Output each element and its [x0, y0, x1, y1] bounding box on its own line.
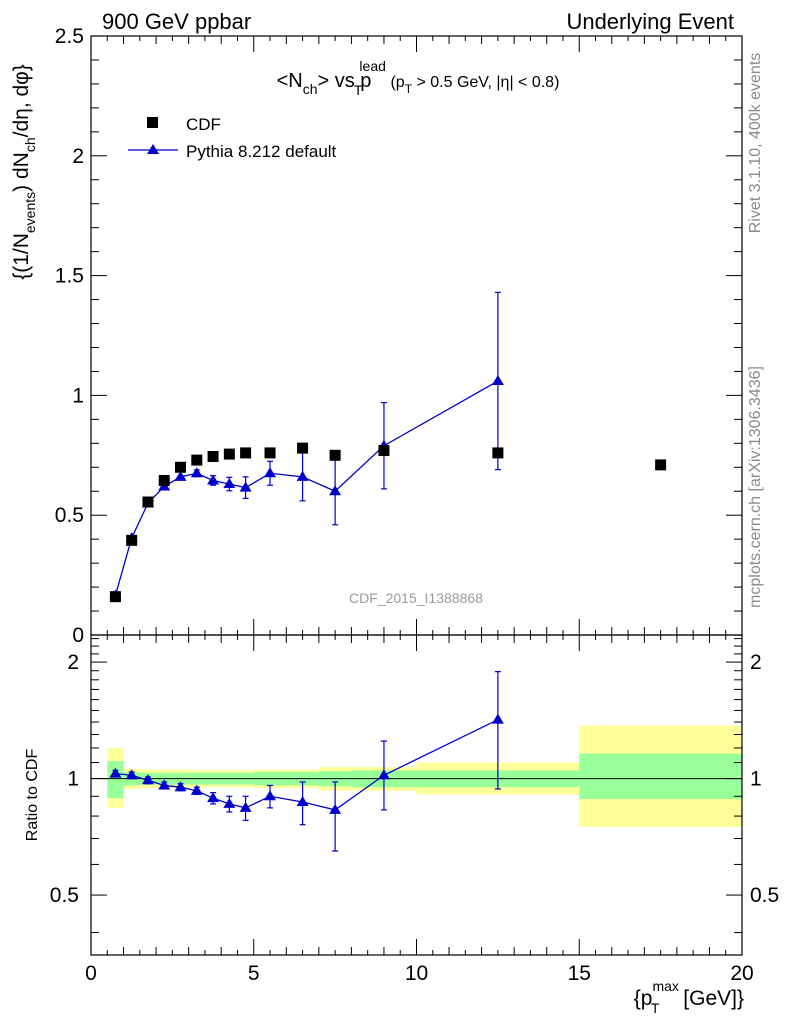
- ratio-pythia-point: [264, 790, 277, 801]
- pythia-point: [223, 478, 236, 489]
- cdf-point: [223, 448, 235, 460]
- legend: CDF Pythia 8.212 default: [128, 115, 337, 161]
- ratio-y-tick-label-right: 1: [750, 768, 762, 791]
- main-y-tick-label: 2: [72, 145, 84, 168]
- ratio-y-tick-label-left: 0.5: [50, 884, 79, 907]
- header-left: 900 GeV ppbar: [102, 9, 251, 34]
- analysis-watermark: CDF_2015_I1388868: [349, 590, 483, 606]
- x-tick-label: 15: [568, 962, 591, 985]
- ratio-panel: 0 5 10 15 20 0.5 0.5 1 1 2 2: [50, 634, 779, 985]
- x-tick-label: 5: [248, 962, 260, 985]
- ratio-pythia-point: [329, 803, 342, 814]
- main-y-tick-label: 0.5: [55, 504, 84, 527]
- cdf-point: [207, 450, 219, 462]
- pythia-point: [207, 474, 220, 485]
- legend-cdf-label: CDF: [186, 115, 221, 134]
- main-title: <Nch> vs plead T (pT > 0.5 GeV, |η| < 0.8): [277, 58, 560, 98]
- ratio-pythia-point: [207, 792, 220, 803]
- cdf-point: [126, 534, 138, 546]
- legend-cdf-marker: [147, 117, 158, 128]
- ratio-pythia-point: [296, 795, 309, 806]
- ratio-y-tick-label-left: 1: [67, 768, 79, 791]
- pythia-point: [190, 467, 203, 478]
- cdf-point: [264, 447, 276, 459]
- band-inner-10: [579, 753, 742, 800]
- ratio-pythia-point: [377, 769, 390, 780]
- cdf-point: [492, 447, 504, 459]
- ratio-y-tick-label-right: 2: [750, 651, 762, 674]
- header-right: Underlying Event: [566, 9, 734, 34]
- cdf-point: [240, 447, 252, 459]
- cdf-point: [378, 445, 390, 457]
- main-y-tick-label: 1: [72, 384, 84, 407]
- cdf-point: [158, 474, 170, 486]
- ratio-y-tick-label-right: 0.5: [750, 884, 779, 907]
- ratio-pythia-point: [109, 767, 122, 778]
- ratio-pythia-point: [158, 779, 171, 790]
- ratio-pythia-point: [190, 784, 203, 795]
- main-ylabel: {(1/Nevents) dNch/dη, dφ}: [10, 64, 38, 280]
- pythia-point: [296, 470, 309, 481]
- x-tick-label: 0: [85, 962, 97, 985]
- ratio-y-tick-label-left: 2: [67, 651, 79, 674]
- ratio-pythia-point: [141, 774, 154, 785]
- cdf-point: [191, 454, 203, 466]
- pythia-line: [114, 380, 499, 596]
- pythia-point: [264, 467, 277, 478]
- pythia-point: [491, 375, 504, 386]
- band-inner-0: [107, 761, 124, 799]
- main-panel: 0 0.5 1 1.5 2 2.5: [55, 25, 743, 647]
- main-y-tick-label: 1.5: [55, 265, 84, 288]
- x-axis-label: {pmax T [GeV]}: [634, 978, 744, 1016]
- main-y-tick-label: 2.5: [55, 25, 84, 48]
- cdf-point: [655, 459, 667, 471]
- ratio-pythia-point: [125, 769, 138, 780]
- main-y-tick-label: 0: [72, 624, 84, 647]
- cdf-point: [175, 461, 187, 473]
- legend-pythia-marker: [147, 144, 159, 154]
- pythia-point: [329, 485, 342, 496]
- pythia-point: [174, 470, 187, 481]
- cdf-point: [109, 591, 121, 603]
- ratio-ylabel: Ratio to CDF: [24, 749, 41, 842]
- ratio-pythia-point: [491, 713, 504, 724]
- cdf-point: [297, 442, 309, 454]
- ratio-pythia-point: [174, 781, 187, 792]
- mcplots-label: mcplots.cern.ch [arXiv:1306.3436]: [747, 366, 764, 608]
- x-tick-label: 20: [730, 962, 753, 985]
- pythia-point: [239, 481, 252, 492]
- cdf-point: [329, 449, 341, 461]
- ratio-pythia-point: [223, 797, 236, 808]
- x-tick-label: 10: [405, 962, 428, 985]
- rivet-label: Rivet 3.1.10, 400k events: [747, 53, 764, 234]
- legend-pythia-label: Pythia 8.212 default: [186, 142, 337, 161]
- cdf-point: [142, 496, 154, 508]
- ratio-pythia-point: [239, 801, 252, 812]
